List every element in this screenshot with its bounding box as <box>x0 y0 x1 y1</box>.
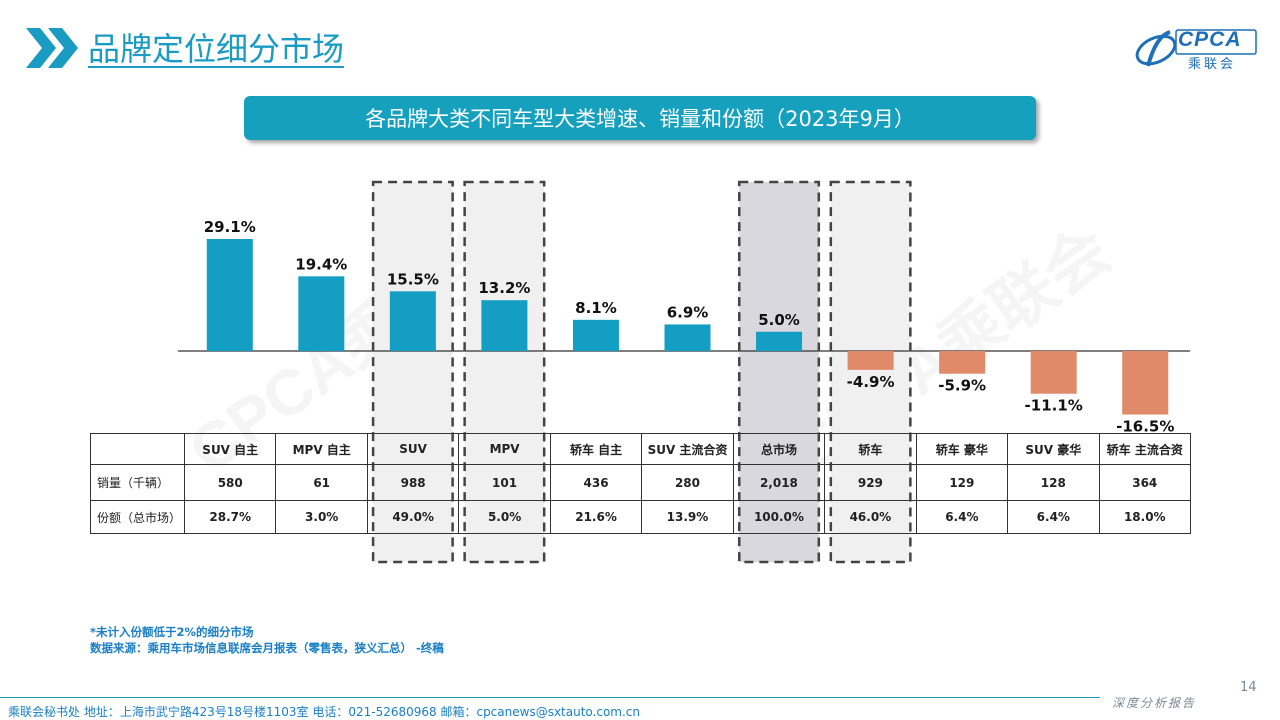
share-cell: 3.0% <box>275 500 368 534</box>
table-header-cell: SUV <box>366 433 460 465</box>
bar <box>572 319 619 351</box>
footnote: *未计入份额低于2%的细分市场 数据来源：乘用车市场信息联席会月报表（零售表，狭… <box>90 624 444 656</box>
bar <box>1030 351 1077 394</box>
bar <box>389 291 436 351</box>
table-header-cell: 轿车 <box>824 433 917 465</box>
share-cell: 5.0% <box>458 500 551 534</box>
cpca-logo-icon <box>1135 29 1257 67</box>
data-label: 15.5% <box>387 270 439 288</box>
bar <box>298 276 345 351</box>
data-label: 6.9% <box>667 303 709 321</box>
data-label: 29.1% <box>204 218 256 236</box>
footer-divider <box>0 697 1100 698</box>
share-cell: 13.9% <box>641 500 734 534</box>
table-header-cell: 轿车 自主 <box>549 433 643 465</box>
logo-subtitle: 乘联会 <box>1188 57 1237 72</box>
sales-cell: 128 <box>1007 464 1100 501</box>
bar <box>206 238 253 351</box>
sales-cell: 929 <box>824 464 917 501</box>
share-cell: 18.0% <box>1098 500 1192 534</box>
data-label: 19.4% <box>295 255 347 273</box>
highlight-box-border <box>829 180 912 564</box>
sales-cell: 364 <box>1098 464 1192 501</box>
bar <box>664 324 711 351</box>
share-cell: 21.6% <box>549 500 643 534</box>
table-header-cell: 轿车 主流合资 <box>1098 433 1192 465</box>
row-label-share: 份额（总市场） <box>90 500 185 534</box>
bar <box>1122 351 1169 415</box>
page-title: 品牌定位细分市场 <box>88 30 345 68</box>
row-label-sales: 销量（千辆） <box>90 464 185 501</box>
highlight-box-border <box>738 180 821 564</box>
share-cell: 100.0% <box>732 500 826 534</box>
sales-cell: 61 <box>275 464 368 501</box>
share-cell: 6.4% <box>1007 500 1100 534</box>
sales-cell: 129 <box>915 464 1009 501</box>
data-label: 13.2% <box>478 279 530 297</box>
table-header-cell: 总市场 <box>732 433 826 465</box>
data-label: -11.1% <box>1025 397 1083 415</box>
table-header-cell: SUV 主流合资 <box>641 433 734 465</box>
sales-cell: 2,018 <box>732 464 826 501</box>
bar <box>756 331 803 351</box>
table-header-cell: MPV <box>458 433 551 465</box>
bar <box>939 351 986 374</box>
highlight-box-border <box>371 180 454 564</box>
sales-cell: 280 <box>641 464 734 501</box>
table-header-cell: SUV 自主 <box>183 433 277 465</box>
table-header-cell: SUV 豪华 <box>1007 433 1100 465</box>
share-cell: 49.0% <box>366 500 460 534</box>
chart-banner-title: 各品牌大类不同车型大类增速、销量和份额（2023年9月） <box>244 96 1036 140</box>
header-chevron-icon <box>26 28 78 68</box>
logo-text: CPCA <box>1178 28 1242 51</box>
table-corner-cell <box>90 433 185 465</box>
data-label: -4.9% <box>847 373 895 391</box>
sales-cell: 101 <box>458 464 551 501</box>
data-label: -5.9% <box>938 377 986 395</box>
footer-report-type: 深度分析报告 <box>1112 696 1197 710</box>
table-header-cell: 轿车 豪华 <box>915 433 1009 465</box>
footer-contact: 乘联会秘书处 地址：上海市武宁路423号18号楼1103室 电话：021-526… <box>8 705 641 719</box>
bar <box>481 300 528 351</box>
share-cell: 46.0% <box>824 500 917 534</box>
bar <box>847 351 894 370</box>
data-label: 5.0% <box>758 311 800 329</box>
table-header-row: SUV 自主 MPV 自主 SUV MPV 轿车 自主 SUV 主流合资 总市场… <box>90 433 1192 465</box>
page-number: 14 <box>1240 680 1257 695</box>
table-header-cell: MPV 自主 <box>275 433 368 465</box>
table-row-sales: 销量（千辆） 580 61 988 101 436 280 2,018 929 … <box>90 464 1192 501</box>
data-label: -16.5% <box>1116 418 1174 436</box>
table-row-share: 份额（总市场） 28.7% 3.0% 49.0% 5.0% 21.6% 13.9… <box>90 500 1192 534</box>
data-table: SUV 自主 MPV 自主 SUV MPV 轿车 自主 SUV 主流合资 总市场… <box>90 433 1192 534</box>
share-cell: 6.4% <box>915 500 1009 534</box>
footnote-source: 数据来源：乘用车市场信息联席会月报表（零售表，狭义汇总） -终稿 <box>90 641 444 655</box>
sales-cell: 436 <box>549 464 643 501</box>
highlight-box-border <box>463 180 546 564</box>
sales-cell: 988 <box>366 464 460 501</box>
sales-cell: 580 <box>183 464 277 501</box>
share-cell: 28.7% <box>183 500 277 534</box>
data-label: 8.1% <box>575 299 617 317</box>
footnote-exclusion: *未计入份额低于2%的细分市场 <box>90 625 254 639</box>
